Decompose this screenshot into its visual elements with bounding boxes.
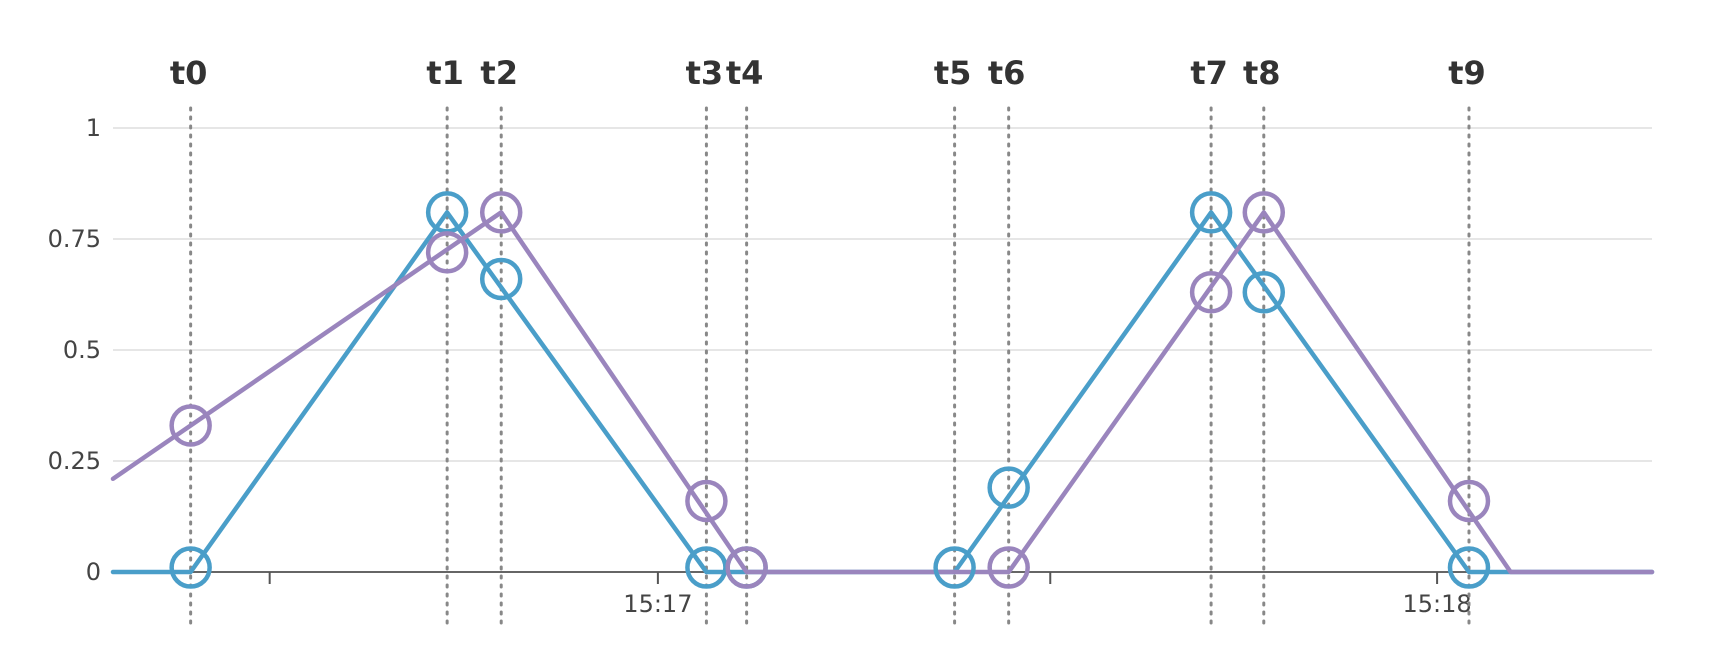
x-axis: 15:17 15:18 — [113, 571, 1652, 618]
data-point-1-8 — [1447, 479, 1491, 523]
grid — [113, 127, 1652, 462]
time-marker-label-t2: t2 — [480, 54, 518, 92]
series-line-1 — [110, 210, 1655, 575]
y-tick-label-1: 0.25 — [48, 447, 101, 475]
y-axis-labels: 0 0.25 0.5 0.75 1 — [48, 114, 101, 586]
time-markers: t0 t1 t2 t3 t4 t5 t6 t7 t8 t9 — [170, 54, 1486, 626]
time-marker-label-t1: t1 — [426, 54, 464, 92]
data-point-0-7 — [1189, 191, 1233, 234]
data-point-0-6 — [987, 466, 1030, 509]
data-point-0-9 — [1447, 546, 1491, 589]
time-marker-label-t7: t7 — [1190, 54, 1228, 92]
x-tick-label-0: 15:17 — [623, 590, 692, 618]
y-tick-label-0: 0 — [86, 558, 101, 586]
y-tick-label-3: 0.75 — [48, 225, 101, 253]
series-line-0 — [110, 210, 1655, 575]
data-point-1-2 — [479, 191, 523, 234]
data-point-1-4 — [725, 546, 768, 589]
time-marker-label-t0: t0 — [170, 54, 208, 92]
data-point-1-7 — [1242, 191, 1286, 234]
data-point-1-3 — [685, 479, 728, 523]
data-point-1-0 — [169, 404, 212, 447]
x-tick-label-1: 15:18 — [1403, 590, 1472, 618]
data-markers — [169, 191, 1491, 589]
series — [110, 210, 1655, 575]
data-point-0-8 — [1242, 271, 1286, 314]
y-tick-label-2: 0.5 — [63, 336, 101, 364]
data-point-1-1 — [425, 231, 469, 274]
data-point-0-5 — [933, 546, 976, 589]
time-marker-label-t6: t6 — [988, 54, 1026, 92]
data-point-1-6 — [1189, 271, 1233, 314]
time-marker-label-t3: t3 — [686, 54, 724, 92]
data-point-0-2 — [479, 257, 523, 301]
data-point-1-5 — [987, 546, 1030, 589]
data-point-0-0 — [169, 546, 212, 589]
time-marker-label-t8: t8 — [1243, 54, 1281, 92]
time-marker-label-t4: t4 — [726, 54, 764, 92]
time-marker-label-t5: t5 — [934, 54, 972, 92]
time-marker-label-t9: t9 — [1448, 54, 1486, 92]
y-tick-label-4: 1 — [86, 114, 101, 142]
